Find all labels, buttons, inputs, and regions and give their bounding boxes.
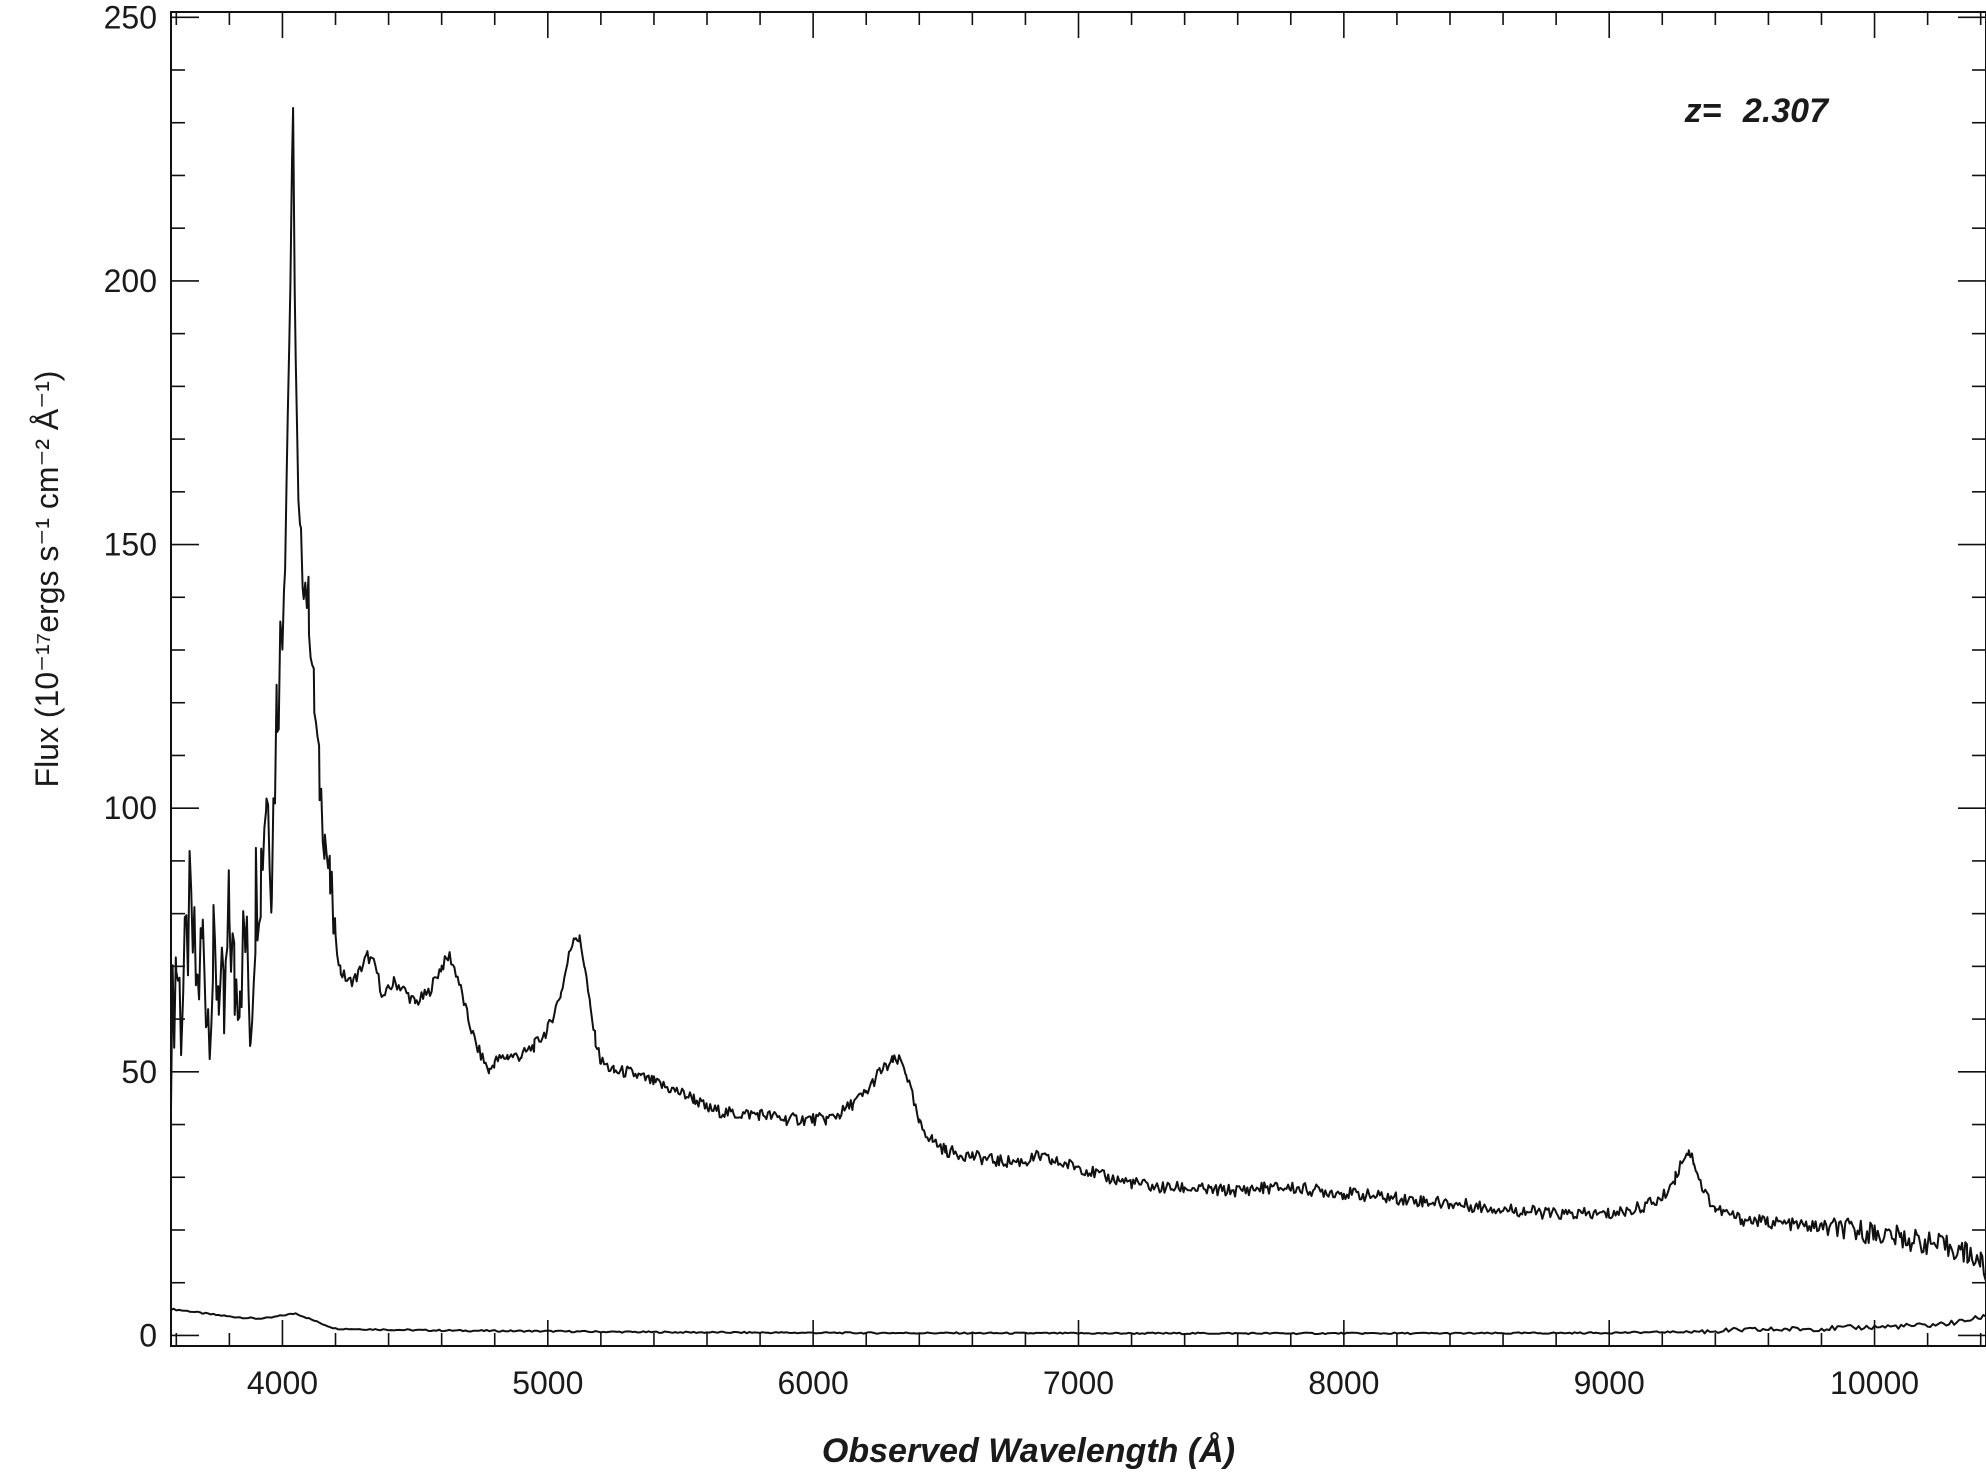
x-tick-label: 7000 xyxy=(1043,1365,1114,1401)
plot-frame xyxy=(170,11,1986,1347)
flux-series-line xyxy=(170,107,1986,1281)
x-tick-label: 8000 xyxy=(1308,1365,1379,1401)
y-tick-label: 150 xyxy=(104,527,157,563)
y-tick-label: 50 xyxy=(121,1054,157,1090)
y-axis-label: Flux (10⁻¹⁷ergs s⁻¹ cm⁻² Å⁻¹) xyxy=(29,371,65,788)
error-series-line xyxy=(170,1307,1986,1336)
x-tick-label: 10000 xyxy=(1830,1365,1919,1401)
y-tick-label: 200 xyxy=(104,263,157,299)
y-tick-label: 250 xyxy=(104,0,157,35)
redshift-label: z= xyxy=(1684,92,1722,130)
y-tick-label: 0 xyxy=(139,1317,157,1353)
axis-ticks xyxy=(171,12,1986,1346)
y-tick-label: 100 xyxy=(104,790,157,826)
x-axis-label: Observed Wavelength (Å) xyxy=(822,1432,1235,1470)
x-tick-label: 6000 xyxy=(778,1365,849,1401)
redshift-annotation: z= 2.307 xyxy=(1684,92,1830,130)
axis-tick-labels: 4000 5000 6000 7000 8000 9000 10000 0 50 100 150 20… xyxy=(104,0,1919,1401)
redshift-value: 2.307 xyxy=(1742,92,1830,130)
x-tick-label: 5000 xyxy=(512,1365,583,1401)
x-tick-label: 9000 xyxy=(1574,1365,1645,1401)
x-tick-label: 4000 xyxy=(247,1365,318,1401)
